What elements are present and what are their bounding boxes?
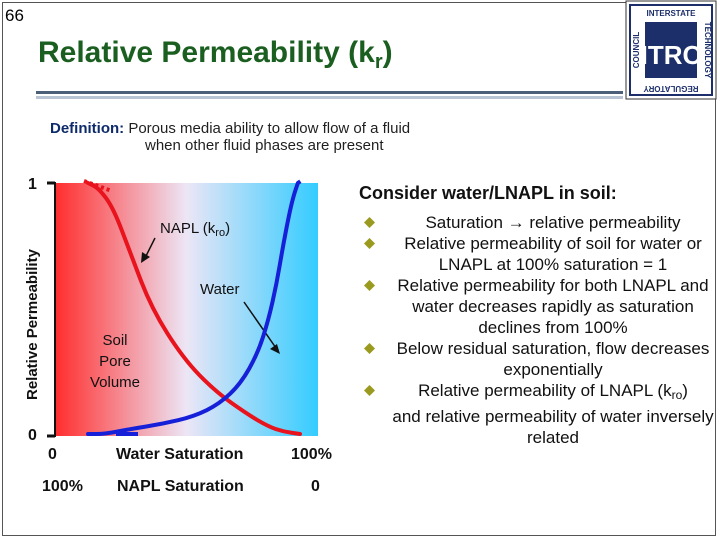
diamond-bullet-icon bbox=[364, 280, 375, 291]
y-tick-label-bottom: 0 bbox=[28, 427, 37, 444]
napl-axis-label: NAPL Saturation bbox=[117, 478, 244, 495]
y-tick-label-top: 1 bbox=[28, 176, 37, 193]
water-axis-label: Water Saturation bbox=[116, 446, 244, 463]
napl-label-end: ) bbox=[225, 220, 231, 237]
napl-pointer-head bbox=[141, 252, 150, 263]
right-panel-heading: Consider water/LNAPL in soil: bbox=[359, 183, 617, 203]
water-pointer-head bbox=[270, 344, 280, 354]
bullet-text-end: ) bbox=[682, 381, 688, 400]
water-curve-dotted-tail bbox=[296, 179, 302, 185]
definition-line2: when other fluid phases are present bbox=[145, 137, 384, 154]
logo-right-text: TECHNOLOGY bbox=[703, 22, 712, 79]
soil-label-line2: Pore bbox=[99, 353, 131, 370]
bullet-item: Relative permeability for both LNAPL and… bbox=[360, 275, 718, 338]
title-end: ) bbox=[382, 36, 393, 69]
bullet-item: Saturation → relative permeability bbox=[360, 212, 718, 233]
soil-label-line3: Volume bbox=[89, 374, 141, 391]
napl-label-text: NAPL (k bbox=[160, 220, 216, 237]
definition-line1: Porous media ability to allow flow of a … bbox=[128, 120, 411, 137]
bullet-text: Saturation → relative permeability bbox=[425, 213, 681, 232]
slide-number: 66 bbox=[5, 6, 24, 25]
logo-bottom-text: REGULATORY bbox=[643, 84, 699, 93]
title-text: Relative Permeability (k bbox=[38, 36, 375, 69]
diamond-bullet-icon bbox=[364, 385, 375, 396]
napl-label-sub: ro bbox=[215, 227, 226, 239]
soil-pore-volume-label: Soil Pore Volume bbox=[80, 330, 150, 393]
napl-axis-left: 100% bbox=[42, 478, 83, 495]
bullet-item: Relative permeability of LNAPL (kro) and … bbox=[360, 380, 718, 448]
bullet-subscript: ro bbox=[671, 388, 683, 402]
title-rule-light bbox=[36, 96, 623, 99]
water-pointer bbox=[243, 301, 277, 349]
napl-curve-dotted-tail bbox=[83, 179, 113, 193]
y-axis-label: Relative Permeability bbox=[24, 249, 41, 400]
diamond-bullet-icon bbox=[364, 343, 375, 354]
series-layer bbox=[83, 179, 302, 436]
water-axis-left: 0 bbox=[48, 446, 57, 463]
napl-curve-label: NAPL (kro) bbox=[160, 220, 230, 239]
bullet-text: Relative permeability of soil for water … bbox=[404, 234, 702, 274]
itrc-logo: INTERSTATE REGULATORY COUNCIL TECHNOLOGY… bbox=[625, 0, 717, 100]
bullet-item: Below residual saturation, flow decrease… bbox=[360, 338, 718, 380]
title-subscript: r bbox=[374, 51, 383, 73]
definition-label: Definition: bbox=[50, 120, 125, 137]
napl-curve bbox=[86, 181, 302, 436]
plot-background bbox=[55, 183, 318, 436]
slide-title: Relative Permeability (kr) bbox=[38, 36, 393, 74]
bullet-item: Relative permeability of soil for water … bbox=[360, 233, 718, 275]
soil-label-line1: Soil bbox=[102, 332, 128, 349]
logo-center-text: ITRC bbox=[641, 40, 702, 70]
bullet-text: Relative permeability for both LNAPL and… bbox=[397, 276, 709, 337]
logo-top-text: INTERSTATE bbox=[646, 9, 696, 18]
napl-axis-right: 0 bbox=[311, 478, 320, 495]
water-axis-right: 100% bbox=[291, 446, 332, 463]
logo-left-text: COUNCIL bbox=[632, 32, 641, 69]
water-curve-label: Water bbox=[200, 281, 240, 298]
bullet-text: Relative permeability of LNAPL (k bbox=[418, 381, 672, 400]
napl-pointer bbox=[144, 237, 156, 259]
diamond-bullet-icon bbox=[364, 238, 375, 249]
bullet-list: Saturation → relative permeability Relat… bbox=[360, 212, 718, 448]
bullet-text: Below residual saturation, flow decrease… bbox=[396, 339, 710, 379]
water-curve bbox=[86, 181, 300, 436]
definition: Definition: Porous media ability to allo… bbox=[50, 120, 410, 154]
bullet-text-cont: and relative permeability of water inver… bbox=[392, 407, 714, 447]
title-rule-dark bbox=[36, 91, 623, 94]
diamond-bullet-icon bbox=[364, 217, 375, 228]
